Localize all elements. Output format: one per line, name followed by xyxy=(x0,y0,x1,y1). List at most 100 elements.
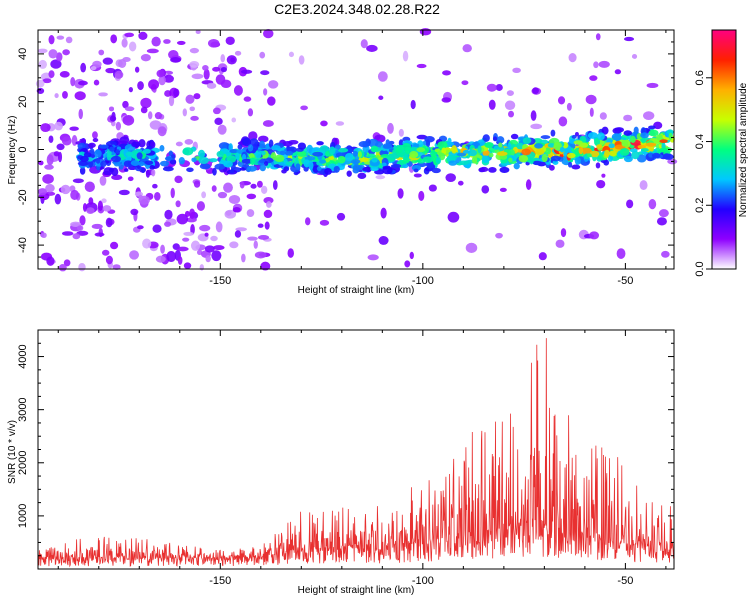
spectrogram-noise-cell xyxy=(538,252,547,261)
spectrogram-noise-cell xyxy=(175,141,183,147)
spectrogram-signal-cell xyxy=(481,155,490,164)
spectrogram-noise-cell xyxy=(42,78,52,84)
spectrogram-signal-cell xyxy=(604,149,610,158)
spectrogram-signal-cell xyxy=(247,144,254,152)
spectrogram-signal-cell xyxy=(279,150,286,156)
spectrogram-noise-cell xyxy=(226,55,237,65)
spectrogram-noise-cell xyxy=(94,232,105,237)
spectrogram-noise-cell xyxy=(566,102,572,111)
spectrogram-noise-cell xyxy=(168,95,175,107)
spectrogram-noise-cell xyxy=(56,52,63,62)
spectrogram-signal-cell xyxy=(208,158,218,163)
spectrogram-noise-cell xyxy=(155,255,166,263)
spectrogram-noise-cell xyxy=(45,183,55,193)
spectrogram-noise-cell xyxy=(130,208,139,216)
spectrogram-noise-cell xyxy=(72,233,81,240)
spectrogram-signal-cell xyxy=(249,138,259,146)
spectrogram-noise-cell xyxy=(212,107,221,115)
colorbar-tick-label: 0.2 xyxy=(694,198,706,213)
spectrogram-noise-cell xyxy=(212,66,221,72)
spectrogram-signal-cell xyxy=(409,150,419,159)
spectrogram-signal-cell xyxy=(510,133,519,140)
spectrogram-noise-cell xyxy=(70,189,80,200)
spectrogram-noise-cell xyxy=(319,219,330,226)
spectrogram-signal-cell xyxy=(319,159,327,164)
spectrogram-signal-cell xyxy=(630,135,636,143)
spectrogram-noise-cell xyxy=(639,180,648,191)
spectrogram-noise-cell xyxy=(54,121,63,131)
spectrogram-noise-cell xyxy=(246,193,257,200)
spectrogram-noise-cell xyxy=(247,108,254,117)
spectrogram-signal-cell xyxy=(534,143,544,149)
spectrogram-noise-cell xyxy=(259,51,266,59)
spectrogram-noise-cell xyxy=(481,185,490,194)
spectrogram-noise-cell xyxy=(76,225,84,231)
spectrogram-noise-cell xyxy=(170,57,182,63)
spectrogram-noise-cell xyxy=(102,205,112,212)
spectrogram-signal-cell xyxy=(149,165,156,170)
spectrogram-noise-cell xyxy=(142,238,152,249)
spectrogram-signal-cell xyxy=(437,141,448,149)
spectrogram-noise-cell xyxy=(93,79,100,86)
spectrogram-noise-cell xyxy=(254,251,267,259)
spectrogram-noise-cell xyxy=(234,50,242,56)
spectrogram-signal-cell xyxy=(566,152,576,159)
spectrogram-noise-cell xyxy=(512,67,521,74)
spectrogram-noise-cell xyxy=(336,212,346,221)
spectrogram-signal-cell xyxy=(338,147,349,153)
spectrogram-noise-cell xyxy=(598,60,610,68)
spectrogram-noise-cell xyxy=(124,106,135,112)
spectrogram-noise-cell xyxy=(189,47,200,54)
spectrogram-signal-cell xyxy=(529,158,534,165)
spectrogram-noise-cell xyxy=(199,264,205,271)
spectrogram-noise-cell xyxy=(203,68,210,80)
spectrogram-signal-cell xyxy=(316,166,322,172)
spectrogram-noise-cell xyxy=(78,80,88,86)
spectrogram-noise-cell xyxy=(56,143,65,151)
spectrogram-signal-cell xyxy=(596,144,603,149)
colorbar-ticks: 0.0 0.2 0.4 0.6 xyxy=(694,70,712,277)
spectrogram-signal-cell xyxy=(130,160,140,166)
spectrogram-signal-cell xyxy=(390,163,402,168)
spectrogram-noise-cell xyxy=(62,91,68,99)
x-tick-label: -100 xyxy=(412,575,434,587)
spectrogram-signal-cell xyxy=(371,157,378,163)
spectrogram-noise-cell xyxy=(82,202,88,212)
spectrogram-signal-cell xyxy=(131,141,141,148)
spectrogram-signal-cell xyxy=(108,167,115,173)
spectrogram-signal-cell xyxy=(395,146,403,154)
spectrogram-signal-cell xyxy=(416,147,426,153)
x-tick-label: -50 xyxy=(617,275,633,287)
spectrogram-signal-cell xyxy=(98,144,109,149)
spectrogram-noise-cell xyxy=(560,228,567,238)
spectrogram-noise-cell xyxy=(78,263,86,272)
spectrogram-noise-cell xyxy=(248,131,258,141)
spectrogram-signal-cell xyxy=(411,164,422,171)
spectrogram-noise-cell xyxy=(54,93,59,99)
spectrogram-noise-cell xyxy=(585,94,597,105)
snr-y-axis-label: SNR (10 * v/v) xyxy=(7,420,18,484)
spectrogram-noise-cell xyxy=(98,49,105,56)
spectrogram-noise-cell xyxy=(410,99,416,110)
spectrogram-noise-cell xyxy=(148,79,160,90)
spectrogram-noise-cell xyxy=(661,250,670,258)
spectrogram-noise-cell xyxy=(229,241,239,249)
spectrogram-noise-cell xyxy=(488,99,496,110)
spectrogram-signal-cell xyxy=(257,135,269,143)
spectrogram-signal-cell xyxy=(636,154,647,163)
spectrogram-noise-cell xyxy=(234,230,242,238)
y-tick-label: -20 xyxy=(17,189,29,205)
spectrogram-noise-cell xyxy=(419,28,432,36)
spectrogram-signal-cell xyxy=(138,161,145,167)
spectrogram-noise-cell xyxy=(204,232,209,237)
spectrogram-noise-cell xyxy=(263,196,274,204)
spectrogram-noise-cell xyxy=(589,107,594,117)
spectrogram-noise-cell xyxy=(61,231,74,236)
spectrogram-noise-cell xyxy=(58,264,67,272)
spectrogram-noise-cell xyxy=(246,209,255,218)
spectrogram-noise-cell xyxy=(80,62,87,73)
spectrogram-noise-cell xyxy=(260,261,271,271)
spectrogram-noise-cell xyxy=(59,71,70,78)
spectrogram-signal-cell xyxy=(77,142,86,150)
spectrogram-noise-cell xyxy=(163,39,171,44)
